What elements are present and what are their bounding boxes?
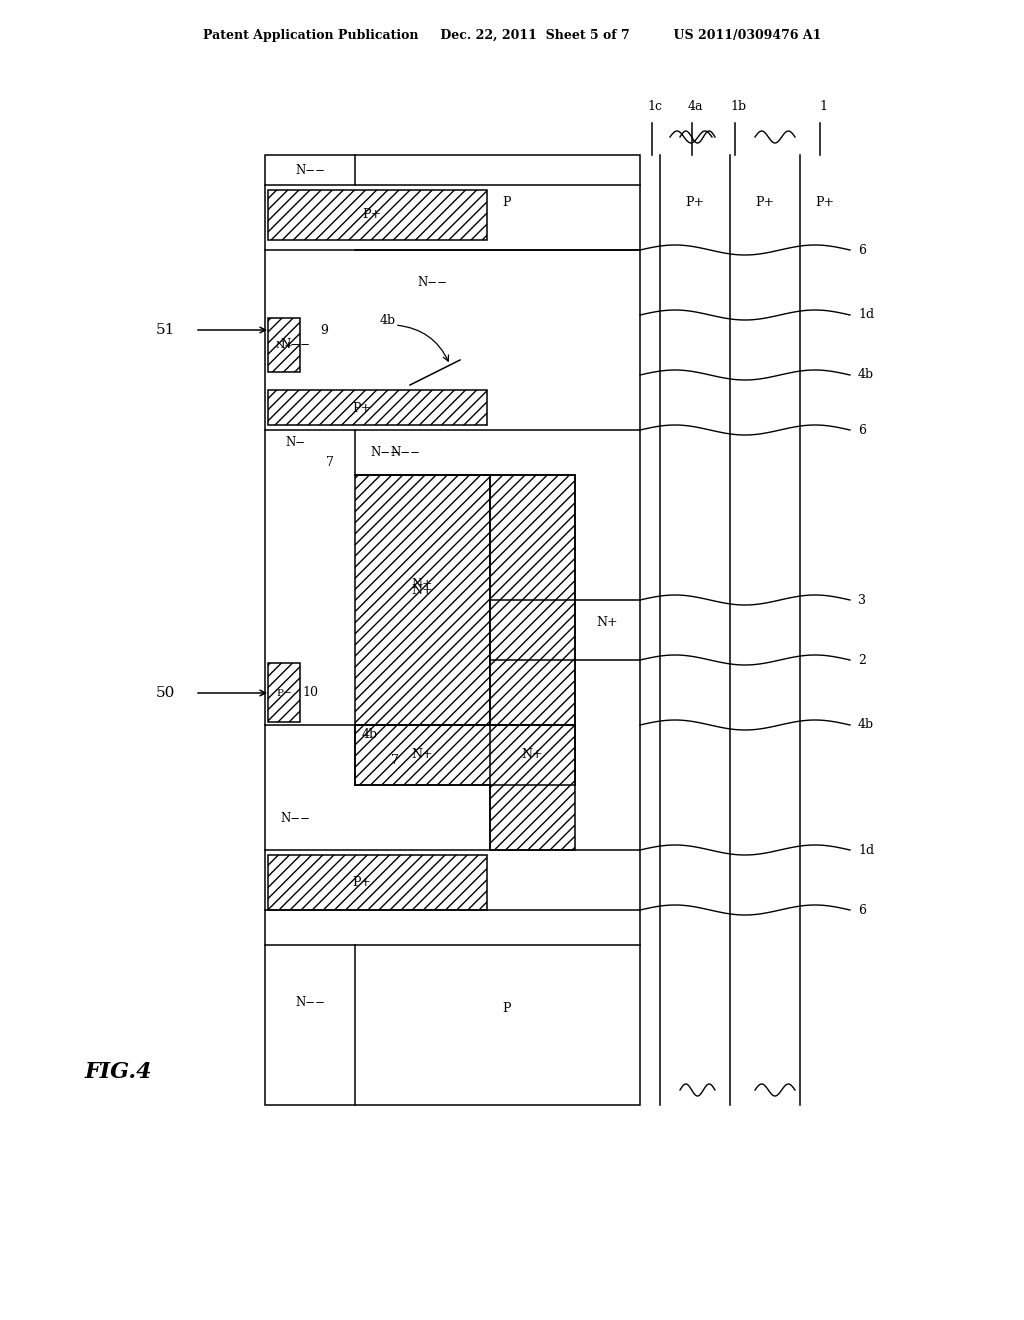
Text: N+: N+ [412, 583, 433, 597]
Text: 1: 1 [819, 100, 827, 114]
Text: N+: N+ [275, 341, 293, 350]
Bar [268, 663, 300, 722]
Text: N−−: N−− [295, 997, 325, 1010]
Text: N−: N− [285, 437, 305, 450]
Text: P: P [503, 1002, 511, 1015]
Text: P+: P+ [362, 209, 382, 222]
Text: 6: 6 [858, 424, 866, 437]
Text: 6: 6 [858, 903, 866, 916]
Text: P: P [503, 197, 511, 210]
Text: N−−: N−− [295, 164, 325, 177]
Text: N+: N+ [412, 748, 433, 762]
Bar [268, 190, 487, 240]
Text: P+: P+ [756, 197, 774, 210]
Text: P+: P+ [352, 876, 372, 890]
Text: P+: P+ [815, 197, 835, 210]
Text: 4b: 4b [380, 314, 396, 326]
Text: 4b: 4b [858, 718, 874, 731]
Bar [268, 318, 300, 372]
Text: 7: 7 [391, 754, 399, 767]
Text: 4b: 4b [858, 368, 874, 381]
Text: P+: P+ [685, 197, 705, 210]
Text: Patent Application Publication     Dec. 22, 2011  Sheet 5 of 7          US 2011/: Patent Application Publication Dec. 22, … [203, 29, 821, 41]
Text: N−−: N−− [280, 812, 310, 825]
Text: N+: N+ [596, 616, 617, 630]
Text: 50: 50 [156, 686, 175, 700]
Text: 1d: 1d [858, 843, 874, 857]
Text: P−: P− [276, 689, 292, 697]
Text: 1d: 1d [858, 309, 874, 322]
Text: 10: 10 [302, 686, 318, 700]
Text: N+: N+ [521, 748, 543, 762]
Text: P+: P+ [352, 401, 372, 414]
Text: 2: 2 [858, 653, 866, 667]
Text: 51: 51 [156, 323, 175, 337]
Bar [490, 475, 575, 850]
Text: N+: N+ [412, 578, 433, 591]
Text: 4b: 4b [361, 729, 378, 742]
Text: 4a: 4a [687, 100, 702, 114]
Text: 1c: 1c [647, 100, 663, 114]
Bar [355, 475, 490, 725]
Text: 1b: 1b [730, 100, 746, 114]
Text: 7: 7 [326, 457, 334, 470]
Text: 3: 3 [858, 594, 866, 606]
Text: FIG.4: FIG.4 [84, 1061, 152, 1082]
Bar [268, 389, 487, 425]
Bar [265, 154, 640, 1105]
Text: 9: 9 [319, 323, 328, 337]
Bar [355, 725, 575, 785]
Bar [268, 855, 487, 909]
Text: N−−: N−− [417, 276, 447, 289]
Text: N−−: N−− [390, 446, 420, 459]
Text: 6: 6 [858, 243, 866, 256]
Text: N−−: N−− [280, 338, 310, 351]
Text: N−−: N−− [370, 446, 400, 459]
